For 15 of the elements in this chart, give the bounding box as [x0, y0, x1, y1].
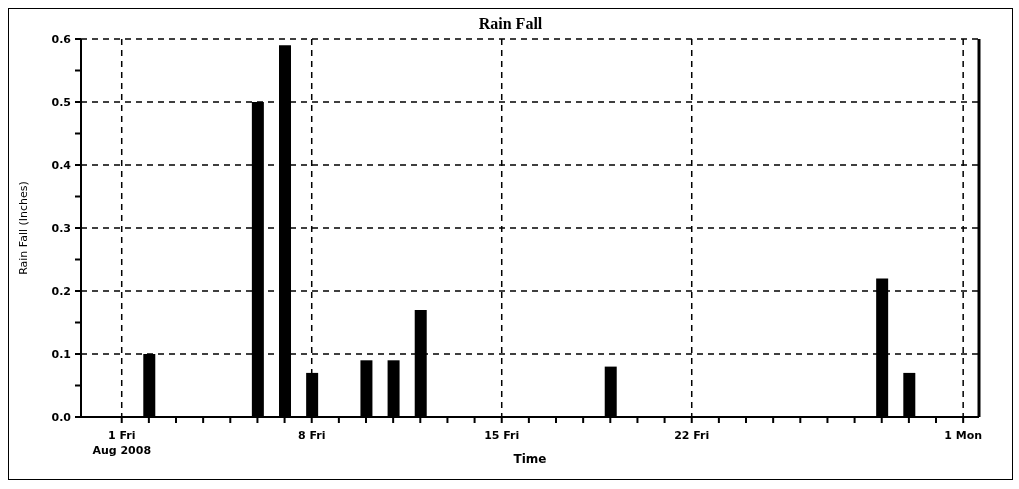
y-tick-label: 0.3	[51, 222, 71, 235]
y-tick-label: 0.2	[51, 285, 71, 298]
x-tick-label: 8 Fri	[297, 429, 326, 442]
x-axis-title: Time	[513, 452, 547, 466]
y-tick-label: 0.0	[51, 411, 72, 424]
y-tick-label: 0.4	[51, 159, 72, 172]
chart-title: Rain Fall	[477, 15, 544, 33]
y-tick-label: 0.1	[51, 348, 71, 361]
y-axis-title: Rain Fall (Inches)	[16, 181, 30, 275]
x-tick-label: 1 Fri Aug 2008	[92, 429, 152, 457]
x-tick-label: 1 Mon	[944, 429, 983, 442]
x-tick-label: 15 Fri	[484, 429, 520, 442]
y-tick-label: 0.6	[51, 33, 72, 46]
x-tick-label: 22 Fri	[674, 429, 710, 442]
y-tick-label: 0.5	[51, 96, 71, 109]
